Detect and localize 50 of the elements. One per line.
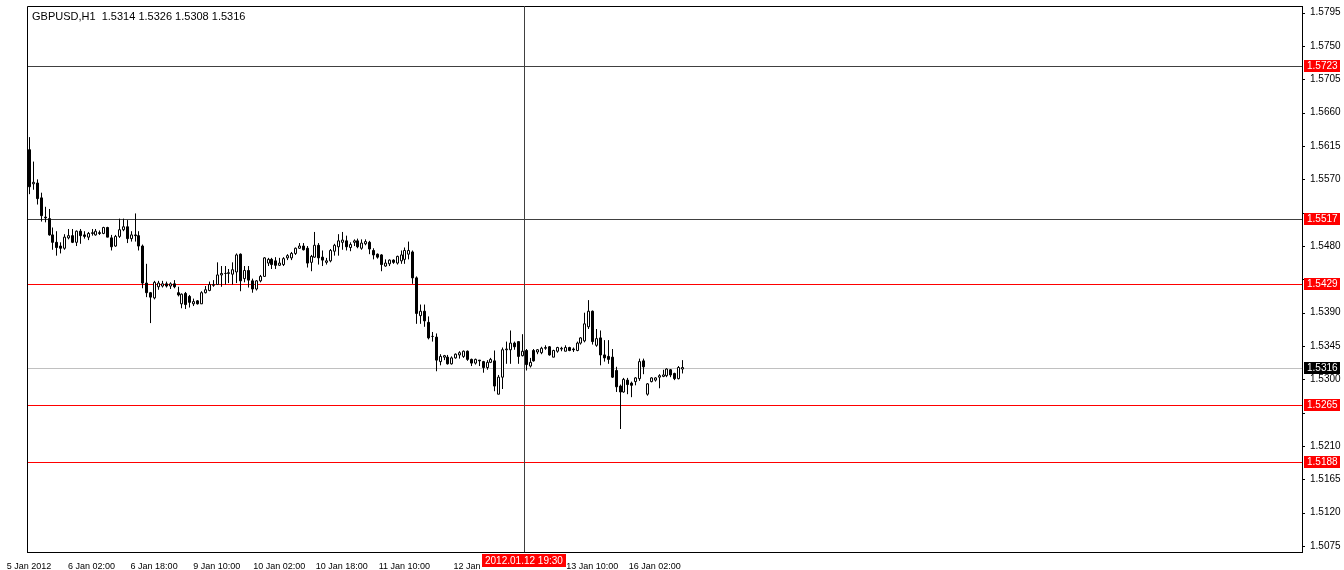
candlestick <box>247 265 250 289</box>
candlestick <box>55 230 58 257</box>
candlestick <box>317 242 320 266</box>
candlestick <box>337 233 340 257</box>
candlestick <box>599 329 602 366</box>
x-tick-label: 11 Jan 10:00 <box>378 560 431 570</box>
y-tick-label: 1.5660 <box>1310 106 1342 118</box>
candlestick <box>235 252 238 284</box>
x-tick-label: 6 Jan 02:00 <box>68 560 116 570</box>
chart-title: GBPUSD,H1 1.5314 1.5326 1.5308 1.5316 <box>32 10 246 22</box>
candlestick <box>638 358 641 382</box>
y-tick-label: 1.5705 <box>1310 73 1342 85</box>
y-tick-label: 1.5300 <box>1310 373 1342 385</box>
candlestick <box>517 341 520 365</box>
x-tick-label: 10 Jan 02:00 <box>253 560 306 570</box>
candlestick <box>306 245 309 269</box>
y-tick-label: 1.5210 <box>1310 439 1342 451</box>
y-tick-label: 1.5480 <box>1310 239 1342 251</box>
y-tick-label: 1.5345 <box>1310 339 1342 351</box>
y-tick-label: 1.5750 <box>1310 39 1342 51</box>
text: 2012.01.12 19:30 <box>482 554 566 567</box>
y-tick-label: 1.5390 <box>1310 306 1342 318</box>
candlestick <box>583 312 586 343</box>
x-tick-label: 13 Jan 10:00 <box>566 560 619 570</box>
ref-line-label: 1.5265 <box>1307 399 1339 411</box>
ref-line-label: 1.5517 <box>1307 213 1339 225</box>
y-tick-label: 1.5795 <box>1310 6 1342 18</box>
candlestick <box>603 339 606 363</box>
candlestick <box>509 329 512 365</box>
y-tick-label: 1.5120 <box>1310 506 1342 518</box>
candlestick <box>216 261 219 286</box>
candlestick <box>220 265 223 288</box>
candlestick <box>525 348 528 371</box>
x-tick-label: 16 Jan 02:00 <box>628 560 681 570</box>
ref-line-label: 1.5429 <box>1307 278 1339 290</box>
x-tick-label: 5 Jan 2012 <box>6 560 52 570</box>
ref-line-label: 1.5316 <box>1307 362 1339 374</box>
x-tick-label: 12 Jan <box>453 560 481 570</box>
y-tick-label: 1.5570 <box>1310 173 1342 185</box>
candlestick <box>435 332 438 372</box>
candlestick <box>423 304 426 328</box>
y-tick-label: 1.5075 <box>1310 539 1342 551</box>
x-tick-label: 6 Jan 18:00 <box>130 560 178 570</box>
candlestick <box>126 219 129 244</box>
ref-line-label: 1.5723 <box>1307 60 1339 72</box>
y-tick-label: 1.5165 <box>1310 473 1342 485</box>
x-tick-label: 9 Jan 10:00 <box>193 560 241 570</box>
y-tick-label: 1.5615 <box>1310 139 1342 151</box>
x-tick-label: 10 Jan 18:00 <box>315 560 368 570</box>
ref-line-label: 1.5188 <box>1307 456 1339 468</box>
